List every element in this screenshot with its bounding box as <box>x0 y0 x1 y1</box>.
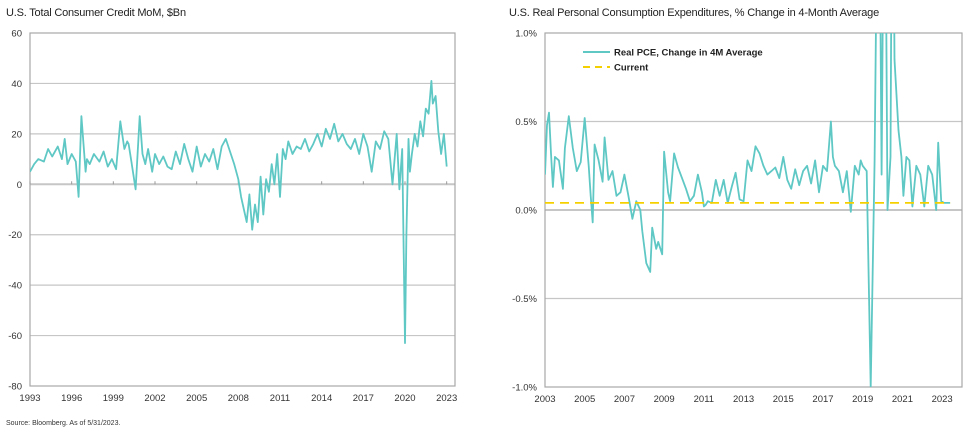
y-tick-label: 40 <box>11 79 22 90</box>
y-tick-label: -1.0% <box>512 383 537 394</box>
x-tick-label: 2005 <box>574 394 595 405</box>
y-tick-label: -60 <box>8 331 22 342</box>
source-note: Source: Bloomberg. As of 5/31/2023. <box>6 420 121 427</box>
x-tick-label: 2011 <box>270 393 290 404</box>
series-line-real-pce-change-in-4m-average <box>545 33 951 387</box>
y-tick-label: 0 <box>17 180 22 191</box>
x-tick-label: 1996 <box>61 393 82 404</box>
plot-frame <box>29 32 456 387</box>
y-tick-label: 0.0% <box>515 206 537 217</box>
y-tick-label: 60 <box>11 29 22 40</box>
x-tick-label: 2015 <box>773 394 794 405</box>
right-chart-title: U.S. Real Personal Consumption Expenditu… <box>509 7 880 19</box>
x-tick-label: 2020 <box>394 393 415 404</box>
x-tick-label: 2007 <box>614 394 635 405</box>
series-line-consumer-credit-mom <box>30 80 448 345</box>
legend-label: Current <box>614 63 649 74</box>
series-group <box>30 80 448 345</box>
y-tick-label: -0.5% <box>512 294 537 305</box>
y-tick-label: -40 <box>8 281 22 292</box>
x-tick-label: 2011 <box>694 394 714 405</box>
legend-label: Real PCE, Change in 4M Average <box>614 48 763 59</box>
x-tick-label: 2017 <box>812 394 833 405</box>
x-tick-label: 2019 <box>852 394 873 405</box>
x-tick-label: 2005 <box>186 393 207 404</box>
x-tick-label: 2009 <box>654 394 675 405</box>
y-tick-label: 1.0% <box>515 29 537 40</box>
y-tick-label: -20 <box>8 230 22 241</box>
x-tick-label: 2002 <box>144 393 165 404</box>
x-tick-label: 2023 <box>436 393 457 404</box>
x-tick-label: 1999 <box>103 393 124 404</box>
x-tick-label: 2014 <box>311 393 332 404</box>
series-group <box>545 33 951 387</box>
y-tick-label: 20 <box>11 129 22 140</box>
left-chart-title: U.S. Total Consumer Credit MoM, $Bn <box>6 7 186 19</box>
y-tick-label: 0.5% <box>515 117 537 128</box>
y-tick-label: -80 <box>8 382 22 393</box>
x-tick-label: 2017 <box>353 393 374 404</box>
x-tick-label: 1993 <box>19 393 40 404</box>
x-tick-label: 2021 <box>892 394 913 405</box>
x-tick-label: 2013 <box>733 394 754 405</box>
plot-frame <box>544 32 963 388</box>
x-tick-label: 2003 <box>534 394 555 405</box>
x-tick-label: 2008 <box>228 393 249 404</box>
x-tick-label: 2023 <box>932 394 953 405</box>
